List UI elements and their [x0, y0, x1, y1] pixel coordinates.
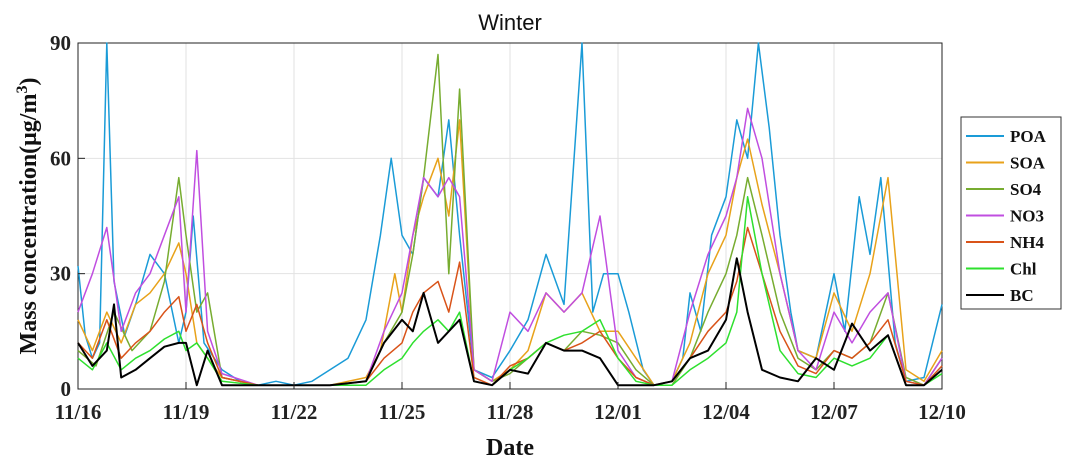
x-axis-label: Date: [486, 435, 534, 461]
legend-label-soa: SOA: [1010, 154, 1046, 173]
x-tick-label: 12/01: [594, 400, 642, 424]
x-tick-label: 12/04: [702, 400, 750, 424]
y-tick-label: 0: [61, 377, 72, 401]
x-tick-label: 11/28: [487, 400, 534, 424]
legend-label-poa: POA: [1010, 127, 1047, 146]
x-tick-label: 11/22: [271, 400, 318, 424]
y-tick-label: 60: [50, 146, 71, 170]
y-axis-ticks: 0 30 60 90: [50, 31, 85, 401]
series-line-no3: [77, 107, 943, 386]
y-tick-label: 90: [50, 31, 71, 55]
y-tick-label: 30: [50, 262, 71, 286]
x-axis-ticks: 11/16 11/19 11/22 11/25 11/28 12/01 12/04 12/07…: [55, 382, 966, 424]
y-axis-label-superscript: 3: [14, 86, 31, 94]
legend-label-bc: BC: [1010, 286, 1034, 305]
x-tick-label: 12/07: [810, 400, 858, 424]
y-axis-label-close: ): [16, 78, 42, 86]
y-axis-label-text: Mass concentration(μg/m: [16, 94, 42, 355]
series-group: [77, 42, 943, 387]
legend-label-so4: SO4: [1010, 180, 1042, 199]
x-tick-label: 11/25: [379, 400, 426, 424]
series-line-nh4: [77, 226, 943, 386]
legend-label-chl: Chl: [1010, 260, 1037, 279]
legend: POA SOA SO4 NO3 NH4 Chl BC: [960, 116, 1062, 310]
y-axis-label: Mass concentration(μg/m3): [14, 78, 42, 355]
legend-box: [960, 116, 1062, 310]
x-tick-label: 11/19: [163, 400, 210, 424]
legend-label-no3: NO3: [1010, 207, 1044, 226]
series-line-bc: [77, 257, 943, 387]
x-tick-label: 11/16: [55, 400, 102, 424]
chart-title: Winter: [478, 10, 542, 35]
legend-label-nh4: NH4: [1010, 233, 1045, 252]
x-tick-label: 12/10: [918, 400, 966, 424]
